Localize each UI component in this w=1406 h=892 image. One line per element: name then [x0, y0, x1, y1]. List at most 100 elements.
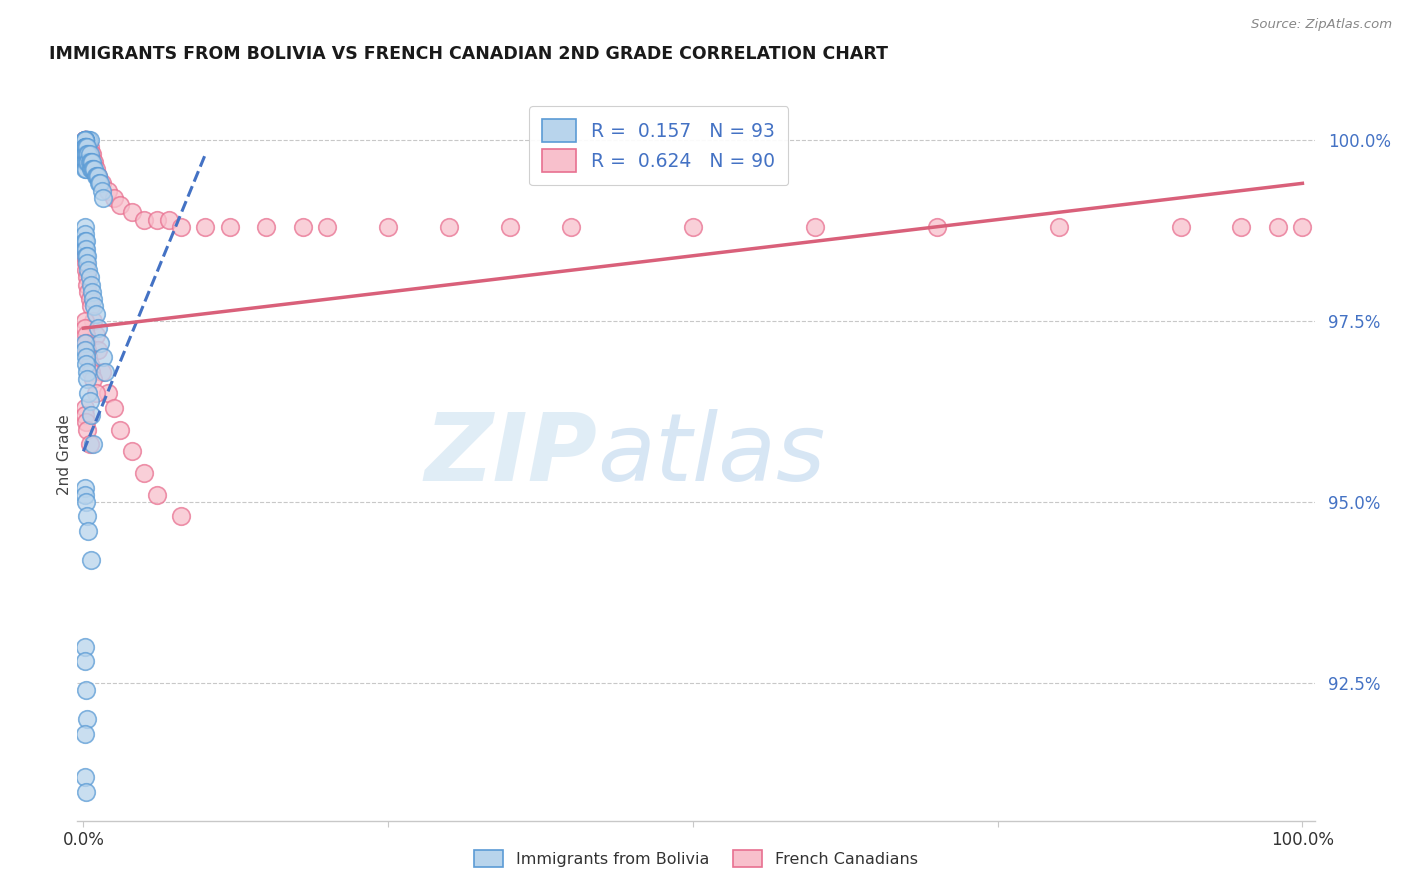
Point — [499, 219, 522, 234]
Point — [82, 292, 104, 306]
Point — [76, 140, 98, 154]
Point — [73, 161, 96, 176]
Point — [1291, 219, 1313, 234]
Point — [75, 242, 97, 256]
Point — [76, 249, 98, 263]
Point — [75, 140, 97, 154]
Point — [97, 386, 120, 401]
Point — [84, 328, 107, 343]
Point — [76, 133, 98, 147]
Point — [121, 205, 143, 219]
Point — [76, 256, 98, 270]
Point — [79, 292, 101, 306]
Point — [76, 140, 98, 154]
Point — [103, 191, 125, 205]
Point — [76, 133, 98, 147]
Point — [73, 770, 96, 784]
Text: IMMIGRANTS FROM BOLIVIA VS FRENCH CANADIAN 2ND GRADE CORRELATION CHART: IMMIGRANTS FROM BOLIVIA VS FRENCH CANADI… — [49, 45, 889, 62]
Point — [82, 437, 104, 451]
Point — [75, 140, 97, 154]
Point — [80, 300, 103, 314]
Point — [73, 242, 96, 256]
Point — [87, 169, 110, 183]
Text: ZIP: ZIP — [425, 409, 598, 501]
Point — [73, 133, 96, 147]
Point — [79, 147, 101, 161]
Point — [80, 277, 103, 292]
Point — [73, 154, 96, 169]
Point — [83, 154, 105, 169]
Y-axis label: 2nd Grade: 2nd Grade — [56, 415, 72, 495]
Point — [84, 307, 107, 321]
Point — [1170, 219, 1192, 234]
Point — [73, 321, 96, 335]
Point — [73, 133, 96, 147]
Point — [76, 147, 98, 161]
Point — [108, 198, 131, 212]
Point — [76, 270, 98, 285]
Point — [80, 147, 103, 161]
Point — [76, 423, 98, 437]
Point — [79, 133, 101, 147]
Point — [75, 263, 97, 277]
Point — [73, 234, 96, 248]
Point — [73, 140, 96, 154]
Point — [79, 140, 101, 154]
Point — [83, 161, 105, 176]
Point — [316, 219, 339, 234]
Point — [73, 408, 96, 422]
Point — [76, 509, 98, 524]
Point — [76, 343, 98, 357]
Point — [89, 335, 111, 350]
Point — [82, 372, 104, 386]
Point — [87, 343, 110, 357]
Point — [145, 212, 167, 227]
Point — [90, 365, 112, 379]
Point — [75, 133, 97, 147]
Point — [87, 169, 110, 183]
Point — [75, 328, 97, 343]
Point — [194, 219, 217, 234]
Point — [73, 488, 96, 502]
Point — [86, 169, 108, 183]
Point — [76, 277, 98, 292]
Point — [73, 140, 96, 154]
Point — [73, 242, 96, 256]
Point — [75, 350, 97, 364]
Point — [75, 249, 97, 263]
Point — [90, 177, 112, 191]
Point — [83, 300, 105, 314]
Point — [804, 219, 827, 234]
Point — [97, 184, 120, 198]
Point — [80, 161, 103, 176]
Point — [73, 147, 96, 161]
Point — [73, 147, 96, 161]
Point — [82, 161, 104, 176]
Point — [89, 177, 111, 191]
Point — [76, 133, 98, 147]
Point — [76, 712, 98, 726]
Point — [77, 524, 100, 538]
Point — [76, 365, 98, 379]
Point — [77, 386, 100, 401]
Point — [77, 147, 100, 161]
Point — [73, 249, 96, 263]
Point — [73, 133, 96, 147]
Point — [73, 133, 96, 147]
Point — [75, 154, 97, 169]
Point — [76, 147, 98, 161]
Point — [170, 219, 193, 234]
Point — [73, 133, 96, 147]
Point — [73, 227, 96, 241]
Point — [73, 154, 96, 169]
Point — [80, 553, 103, 567]
Point — [75, 234, 97, 248]
Point — [77, 154, 100, 169]
Point — [73, 343, 96, 357]
Point — [73, 133, 96, 147]
Point — [73, 654, 96, 668]
Point — [80, 154, 103, 169]
Point — [73, 140, 96, 154]
Point — [1047, 219, 1070, 234]
Point — [73, 133, 96, 147]
